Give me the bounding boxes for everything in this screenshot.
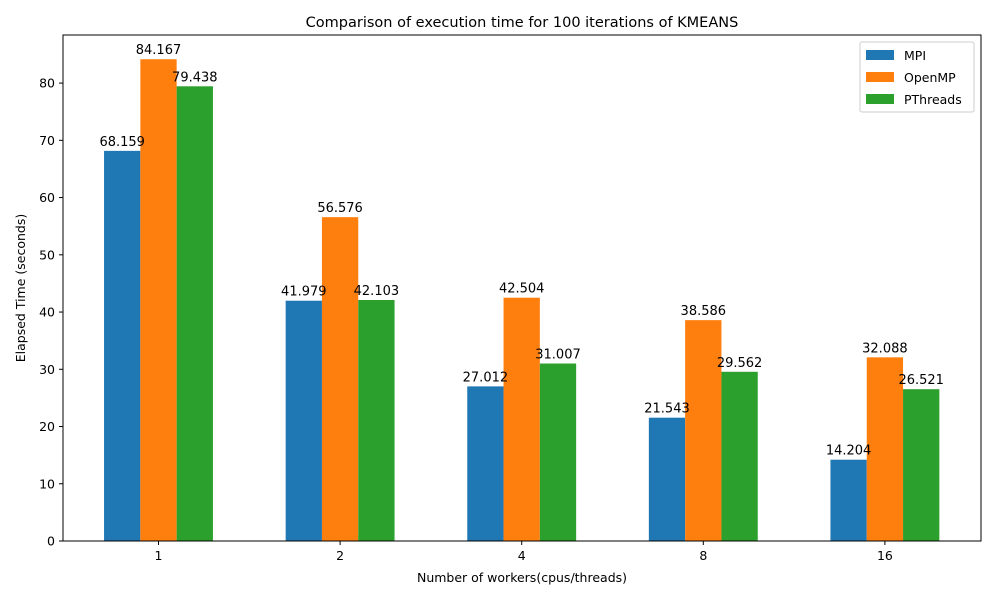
x-axis: 1 2 4 8 16 <box>155 541 893 563</box>
legend: MPI OpenMP PThreads <box>859 41 975 113</box>
bar-pthreads-16 <box>903 389 940 541</box>
bar-mpi-2 <box>285 300 322 541</box>
bar-value-label: 41.979 <box>281 285 327 300</box>
bar-mpi-1 <box>104 150 141 541</box>
bar-openmp-8 <box>685 320 722 541</box>
bar-value-label: 42.103 <box>354 284 400 299</box>
bar-value-label: 42.504 <box>499 282 545 297</box>
y-tick-label: 10 <box>39 476 55 491</box>
y-tick-label: 60 <box>39 190 55 205</box>
bar-mpi-8 <box>648 417 686 541</box>
y-tick-label: 30 <box>39 362 55 377</box>
legend-label-openmp: OpenMP <box>904 70 956 85</box>
bar-value-label: 79.438 <box>172 70 218 85</box>
bars-group <box>104 59 940 541</box>
legend-swatch-mpi <box>866 50 894 60</box>
y-tick-label: 70 <box>39 133 55 148</box>
y-tick-label: 0 <box>47 534 55 549</box>
legend-label-mpi: MPI <box>904 48 926 63</box>
x-axis-label: Number of workers(cpus/threads) <box>417 570 627 585</box>
bar-mpi-16 <box>830 459 867 541</box>
y-tick-label: 40 <box>39 305 55 320</box>
y-axis: 0 10 20 30 40 50 60 70 80 <box>39 76 63 549</box>
bar-value-label: 26.521 <box>898 373 944 388</box>
y-tick-label: 80 <box>39 76 55 91</box>
legend-swatch-openmp <box>866 72 894 82</box>
bar-pthreads-2 <box>358 300 395 541</box>
bar-pthreads-1 <box>176 86 213 541</box>
bar-value-label: 21.543 <box>644 402 690 417</box>
y-tick-label: 50 <box>39 247 55 262</box>
bar-value-label: 38.586 <box>681 304 727 319</box>
bar-openmp-1 <box>140 59 177 541</box>
x-tick-label: 4 <box>518 548 526 563</box>
bar-mpi-4 <box>467 386 504 541</box>
bar-pthreads-8 <box>721 371 758 541</box>
bar-value-label: 84.167 <box>136 43 182 58</box>
x-tick-label: 1 <box>155 548 163 563</box>
y-axis-label: Elapsed Time (seconds) <box>13 214 28 363</box>
bar-value-label: 27.012 <box>463 370 509 385</box>
bar-value-label: 56.576 <box>317 201 363 216</box>
bar-value-label: 32.088 <box>862 341 908 356</box>
bar-value-label: 14.204 <box>826 444 872 459</box>
x-tick-label: 16 <box>877 548 893 563</box>
x-tick-label: 8 <box>699 548 707 563</box>
bar-value-label: 31.007 <box>535 348 581 363</box>
bar-openmp-16 <box>866 357 904 541</box>
bar-pthreads-4 <box>539 363 577 541</box>
bar-openmp-4 <box>503 297 540 541</box>
bar-openmp-2 <box>321 217 359 541</box>
chart-title: Comparison of execution time for 100 ite… <box>306 15 739 31</box>
bar-value-label: 29.562 <box>717 356 763 371</box>
plot-frame <box>62 34 982 542</box>
x-tick-label: 2 <box>336 548 344 563</box>
y-tick-label: 20 <box>39 419 55 434</box>
legend-label-pthreads: PThreads <box>904 92 962 107</box>
bar-value-label: 68.159 <box>99 135 145 150</box>
legend-swatch-pthreads <box>866 94 894 104</box>
bar-labels-group: 68.159 41.979 27.012 21.543 14.204 84.167 56.5… <box>99 43 944 458</box>
